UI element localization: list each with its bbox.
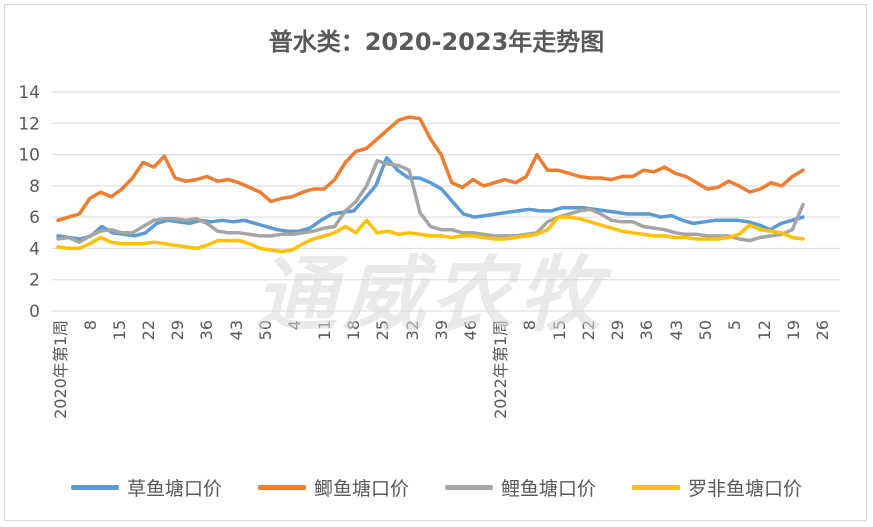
legend-item-1: 草鱼塘口价	[70, 474, 222, 501]
legend-label: 罗非鱼塘口价	[688, 478, 803, 500]
x-tick-label: 36	[197, 320, 216, 340]
x-tick-label: 32	[403, 320, 422, 340]
legend-label: 草鱼塘口价	[126, 478, 222, 500]
legend-swatch	[70, 485, 119, 490]
x-tick-label: 39	[432, 320, 451, 340]
chart-frame	[4, 4, 867, 521]
x-tick-label: 43	[227, 320, 246, 340]
legend-item-2: 鲫鱼塘口价	[257, 474, 409, 501]
y-tick-label: 10	[18, 146, 40, 166]
x-tick-label: 4	[285, 320, 304, 330]
x-tick-label: 29	[608, 320, 627, 340]
chart-legend: 草鱼塘口价 鲫鱼塘口价 鲤鱼塘口价 罗非鱼塘口价	[0, 474, 873, 501]
legend-label: 鲫鱼塘口价	[313, 478, 409, 500]
x-tick-label: 2020年第1周	[51, 320, 70, 419]
y-tick-label: 2	[29, 271, 40, 291]
y-tick-label: 8	[29, 177, 40, 197]
x-tick-label: 8	[81, 320, 100, 330]
legend-item-4: 罗非鱼塘口价	[632, 474, 802, 501]
legend-swatch	[632, 485, 681, 490]
x-tick-label: 22	[579, 320, 598, 340]
x-tick-label: 36	[637, 320, 656, 340]
x-tick-label: 22	[139, 320, 158, 340]
x-tick-label: 46	[461, 320, 480, 340]
legend-swatch	[445, 485, 493, 490]
x-tick-label: 43	[667, 320, 686, 340]
x-tick-label: 25	[373, 320, 392, 340]
x-tick-label: 26	[813, 320, 832, 340]
x-tick-label: 8	[520, 320, 539, 330]
x-tick-label: 50	[696, 320, 715, 340]
legend-label: 鲤鱼塘口价	[501, 478, 597, 500]
x-tick-label: 12	[755, 320, 774, 340]
x-tick-label: 18	[344, 320, 363, 340]
x-tick-label: 5	[725, 320, 744, 330]
y-tick-label: 0	[29, 302, 40, 322]
legend-swatch	[257, 485, 306, 490]
series-line-4	[56, 215, 805, 254]
series-line-3	[56, 159, 805, 244]
x-tick-label: 11	[315, 320, 334, 340]
chart-title: 普水类：2020-2023年走势图	[268, 28, 605, 56]
x-tick-label: 29	[168, 320, 187, 340]
x-tick-label: 15	[550, 320, 569, 340]
x-tick-label: 50	[256, 320, 275, 340]
y-tick-label: 12	[18, 114, 40, 134]
y-tick-label: 14	[18, 83, 40, 103]
series-line-2	[56, 115, 805, 223]
watermark-text: 通威农牧	[255, 248, 607, 343]
y-tick-label: 4	[29, 239, 40, 259]
x-tick-label: 19	[784, 320, 803, 340]
series-line-1	[56, 155, 805, 241]
x-tick-label: 2022年第1周	[491, 320, 510, 419]
legend-item-3: 鲤鱼塘口价	[445, 474, 596, 501]
x-tick-label: 15	[110, 320, 129, 340]
y-tick-label: 6	[29, 208, 40, 228]
